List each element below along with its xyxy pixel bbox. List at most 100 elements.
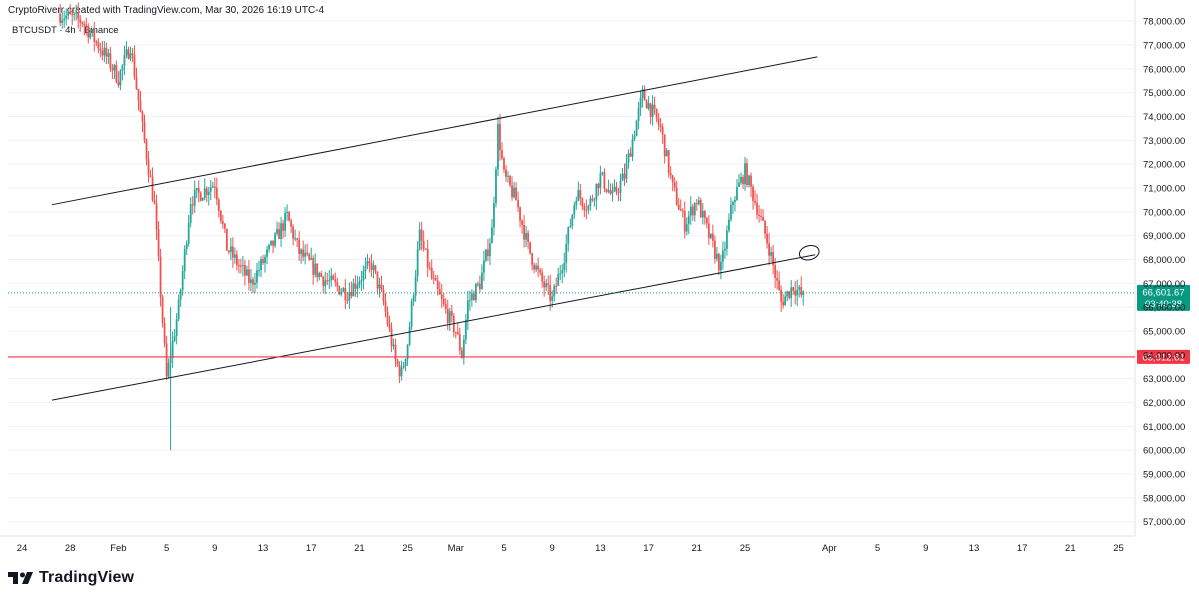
candle-body [135, 77, 138, 89]
candle-body [720, 261, 722, 271]
candle-body [231, 246, 234, 258]
candle-body [503, 158, 505, 170]
candle-body [316, 263, 319, 278]
candle-body [659, 124, 662, 127]
candle-body [438, 288, 441, 295]
time-axis[interactable]: 24 28 Feb 5 9 13 17 21 25 Mar 5 9 13 17 21 25 Apr 5 9 13 17 2… [17, 543, 1124, 554]
candle-body [460, 350, 463, 358]
candle-body [227, 250, 230, 253]
candle-body [374, 265, 377, 272]
candle-body [129, 53, 132, 59]
candle-body [81, 22, 84, 24]
candle-body [509, 175, 511, 186]
candle-body [458, 334, 461, 351]
candle-body [641, 89, 644, 98]
candle-body [217, 199, 220, 211]
price-axis[interactable]: 57,000.00 58,000.00 59,000.00 60,000.00 61,0… [1143, 17, 1185, 529]
candle-body [794, 290, 797, 296]
candle-body [376, 271, 379, 289]
candle-body [205, 188, 208, 195]
candle-body [726, 230, 728, 249]
candle-body [400, 367, 403, 377]
candle-body [93, 29, 96, 42]
candle-body [657, 118, 660, 125]
candle-body [209, 187, 212, 192]
candle-body [555, 285, 558, 287]
candle-body [318, 273, 321, 278]
candle-body [368, 261, 371, 264]
candle-body [392, 344, 395, 347]
candle-body [328, 280, 331, 282]
candle-body [462, 339, 465, 358]
candle-body [89, 32, 92, 38]
price-tick-label: 67,000.00 [1143, 279, 1185, 290]
candle-body [292, 226, 295, 239]
tradingview-logo[interactable]: TradingView [8, 569, 134, 587]
candle-body [631, 139, 634, 157]
candle-body [310, 257, 313, 260]
candle-body [744, 163, 746, 185]
time-tick-label: 9 [212, 543, 217, 554]
candle-body [491, 227, 493, 244]
candle-body [372, 265, 375, 270]
candle-body [673, 182, 676, 188]
candle-body [153, 200, 156, 204]
candle-body [537, 265, 540, 270]
candle-body [300, 249, 303, 254]
candle-body [103, 47, 106, 56]
candle-body [800, 286, 803, 296]
price-tick-label: 65,000.00 [1143, 327, 1185, 338]
candle-body [398, 364, 401, 377]
candle-body [637, 108, 640, 121]
time-tick-label: 13 [969, 543, 980, 554]
candle-body [547, 283, 550, 285]
candle-body [127, 49, 130, 59]
candle-body [489, 243, 491, 257]
candle-body [748, 175, 750, 186]
candle-body [575, 200, 578, 206]
channel-lower-line [51, 254, 816, 401]
candle-body [191, 204, 194, 206]
time-tick-label: Feb [110, 543, 126, 554]
candle-body [266, 249, 268, 257]
time-tick-label: Apr [822, 543, 837, 554]
candle-body [233, 254, 236, 258]
candle-body [388, 324, 391, 329]
candle-body [440, 294, 443, 299]
candle-body [396, 360, 399, 365]
time-tick-label: 24 [17, 543, 28, 554]
candle-body [627, 153, 630, 163]
candle-body [476, 283, 479, 285]
candle-body [483, 260, 485, 273]
candle-body [61, 20, 64, 23]
candle-body [762, 217, 764, 221]
candle-body [466, 300, 469, 320]
symbol-label: BTCUSDT · 4h · Binance [12, 25, 119, 36]
candle-body [119, 70, 122, 86]
candle-body [549, 284, 552, 301]
candle-body [525, 233, 527, 240]
candle-body [91, 29, 94, 33]
time-tick-label: 25 [1113, 543, 1124, 554]
candle-body [424, 248, 427, 250]
candle-body [280, 223, 282, 239]
candle-body [713, 240, 716, 259]
candle-body [703, 210, 706, 219]
candle-body [597, 183, 600, 189]
candle-body [137, 88, 140, 101]
tradingview-logo-icon [8, 572, 33, 584]
candle-body [344, 288, 347, 301]
candle-body [651, 104, 654, 117]
candle-body [288, 211, 291, 221]
candle-body [199, 192, 202, 201]
candle-body [203, 188, 206, 199]
candle-body [290, 220, 293, 227]
candle-body [278, 229, 280, 239]
candle-body [707, 223, 710, 238]
candle-body [306, 252, 309, 255]
candle-body [426, 248, 429, 268]
candle-body [284, 212, 286, 231]
time-tick-label: 28 [65, 543, 76, 554]
candle-body [571, 214, 574, 227]
